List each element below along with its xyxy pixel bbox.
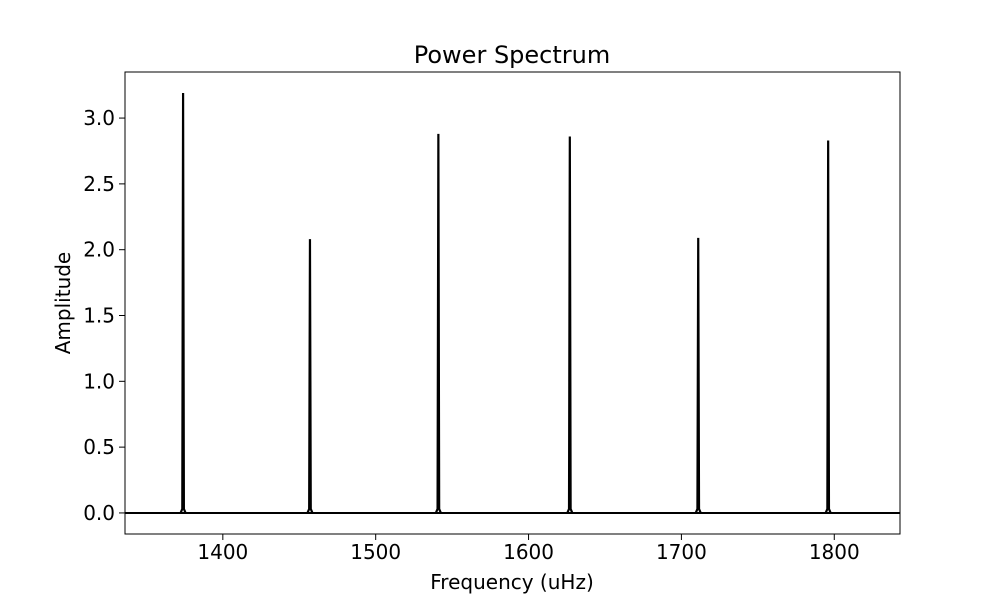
x-tick-label: 1800: [809, 540, 860, 564]
y-tick-label: 2.0: [83, 238, 115, 262]
spectrum-peak: [306, 239, 314, 514]
y-axis: 0.0 0.5 1.0 1.5 2.0 2.5 3.0: [83, 106, 125, 525]
y-tick-label: 0.0: [83, 501, 115, 525]
x-axis-label: Frequency (uHz): [430, 570, 594, 594]
x-axis: 1400 1500 1600 1700 1800: [197, 534, 860, 564]
x-tick-label: 1400: [197, 540, 248, 564]
x-tick-label: 1600: [503, 540, 554, 564]
y-tick-label: 0.5: [83, 435, 115, 459]
x-tick-label: 1700: [656, 540, 707, 564]
chart-title: Power Spectrum: [414, 41, 611, 69]
plot-frame: [124, 71, 901, 535]
spectrum-peak: [824, 140, 832, 514]
spectrum-peak: [434, 133, 442, 514]
spectrum-peak: [179, 93, 187, 514]
y-tick-label: 1.5: [83, 304, 115, 328]
y-tick-label: 3.0: [83, 106, 115, 130]
spectrum-peak: [566, 136, 574, 514]
y-tick-label: 2.5: [83, 172, 115, 196]
y-tick-label: 1.0: [83, 369, 115, 393]
y-axis-label: Amplitude: [51, 252, 75, 355]
spectrum-peak: [694, 237, 702, 514]
x-tick-label: 1500: [350, 540, 401, 564]
plot-area: [125, 93, 900, 514]
